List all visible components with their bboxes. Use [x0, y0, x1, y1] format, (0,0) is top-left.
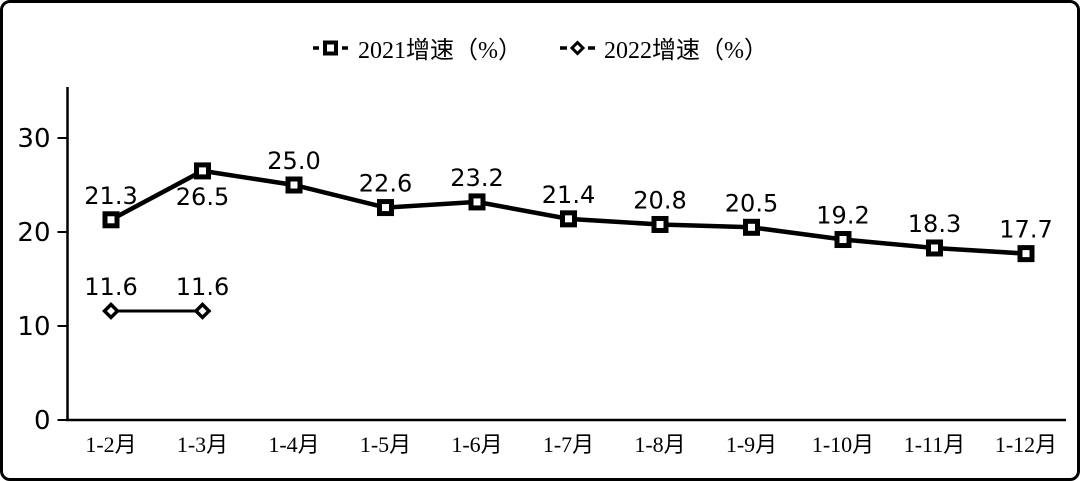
data-point-label: 25.0 [267, 147, 320, 175]
data-point-marker-square [102, 211, 120, 229]
data-point-marker-square [285, 176, 303, 194]
y-axis-tick-label: 30 [17, 124, 50, 154]
data-point-label: 22.6 [359, 170, 412, 198]
data-point-label: 26.5 [176, 183, 229, 211]
data-point-label: 17.7 [999, 216, 1052, 244]
x-axis-label: 1-9月 [726, 432, 777, 457]
y-axis-tick-label: 0 [34, 406, 51, 436]
data-point-marker-square [926, 239, 943, 257]
legend-item-2022: 2022增速（%） [560, 30, 768, 65]
x-axis-label: 1-12月 [995, 432, 1057, 457]
x-axis-label: 1-8月 [634, 432, 685, 457]
data-point-label: 20.8 [633, 186, 686, 214]
x-axis-label: 1-6月 [451, 432, 502, 457]
data-point-label: 19.2 [816, 202, 869, 230]
data-point-label: 11.6 [84, 273, 137, 301]
diamond-marker-icon [560, 39, 595, 56]
data-point-marker-square [651, 215, 669, 233]
x-axis-label: 1-5月 [360, 432, 411, 457]
data-point-marker-square [834, 231, 852, 249]
data-point-marker-square [468, 193, 486, 211]
y-axis-tick-label: 20 [17, 218, 50, 248]
legend-label-2021: 2021增速（%） [358, 38, 522, 64]
chart-canvas: 0 10 20 30 1-2月 1-3月 1-4月 1-5月 1-6月 1-7月 1-8月 1-9月 1… [17, 87, 1066, 457]
data-point-label: 21.3 [84, 182, 137, 210]
data-point-marker-square [377, 199, 394, 217]
x-axis-label: 1-7月 [543, 432, 594, 457]
x-axis-label: 1-11月 [904, 432, 966, 457]
legend-label-2022: 2022增速（%） [604, 38, 768, 64]
data-point-label: 21.4 [542, 181, 595, 209]
data-point-marker-square [194, 162, 211, 180]
data-point-label: 23.2 [450, 164, 503, 192]
data-point-label: 11.6 [176, 273, 229, 301]
data-point-marker-square [560, 210, 577, 228]
legend-item-2021: 2021增速（%） [312, 30, 522, 65]
data-point-marker-diamond [102, 301, 120, 320]
square-marker-icon [313, 40, 348, 55]
x-axis-label: 1-3月 [177, 432, 228, 457]
x-axis-label: 1-2月 [85, 432, 136, 457]
x-axis-label: 1-10月 [812, 432, 874, 457]
data-point-label: 18.3 [908, 210, 961, 238]
legend: 2021增速（%） 2022增速（%） [3, 30, 1077, 65]
data-point-marker-diamond [193, 301, 212, 320]
x-axis-label: 1-4月 [268, 432, 319, 457]
data-point-label: 20.5 [725, 189, 778, 217]
y-axis-tick-label: 10 [17, 312, 50, 342]
data-point-marker-square [743, 218, 760, 236]
data-point-marker-square [1017, 245, 1035, 263]
